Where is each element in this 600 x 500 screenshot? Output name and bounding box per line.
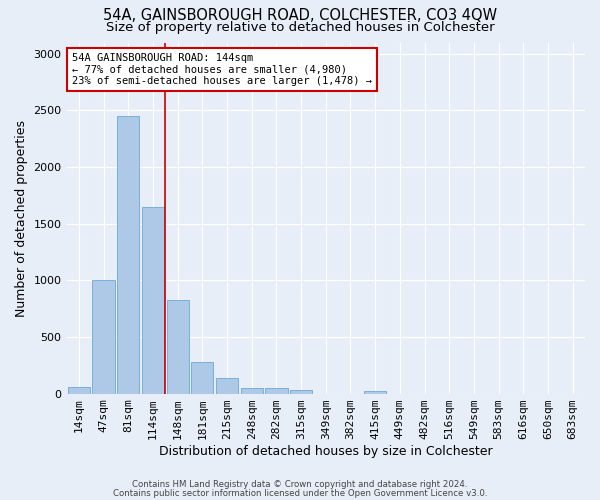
Bar bbox=[216, 378, 238, 394]
Bar bbox=[265, 388, 287, 394]
Text: Contains public sector information licensed under the Open Government Licence v3: Contains public sector information licen… bbox=[113, 489, 487, 498]
Text: 54A, GAINSBOROUGH ROAD, COLCHESTER, CO3 4QW: 54A, GAINSBOROUGH ROAD, COLCHESTER, CO3 … bbox=[103, 8, 497, 22]
Bar bbox=[68, 388, 90, 394]
Bar bbox=[364, 392, 386, 394]
Bar bbox=[117, 116, 139, 394]
X-axis label: Distribution of detached houses by size in Colchester: Distribution of detached houses by size … bbox=[159, 444, 493, 458]
Text: Size of property relative to detached houses in Colchester: Size of property relative to detached ho… bbox=[106, 21, 494, 34]
Y-axis label: Number of detached properties: Number of detached properties bbox=[15, 120, 28, 316]
Bar bbox=[142, 206, 164, 394]
Text: 54A GAINSBOROUGH ROAD: 144sqm
← 77% of detached houses are smaller (4,980)
23% o: 54A GAINSBOROUGH ROAD: 144sqm ← 77% of d… bbox=[72, 53, 372, 86]
Bar bbox=[191, 362, 214, 394]
Text: Contains HM Land Registry data © Crown copyright and database right 2024.: Contains HM Land Registry data © Crown c… bbox=[132, 480, 468, 489]
Bar bbox=[241, 388, 263, 394]
Bar bbox=[92, 280, 115, 394]
Bar bbox=[290, 390, 312, 394]
Bar bbox=[167, 300, 189, 394]
